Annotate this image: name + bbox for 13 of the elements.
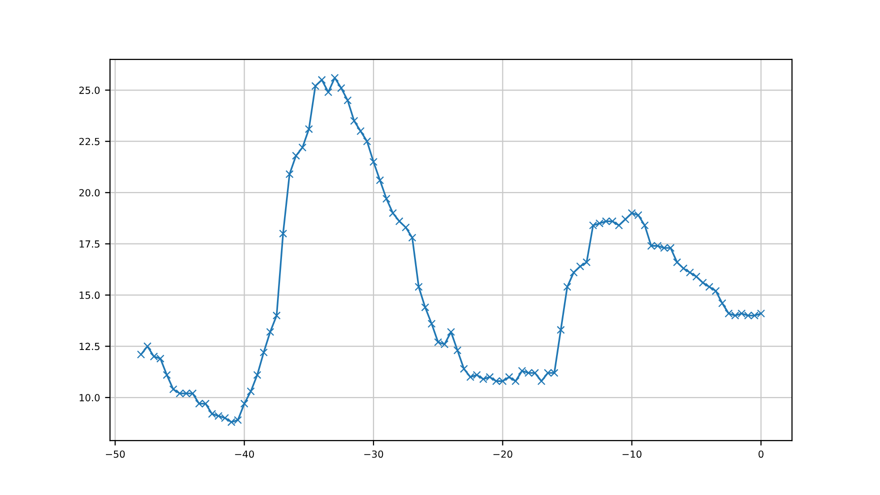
y-tick-label: 15.0: [80, 292, 100, 299]
x-tick-label: −20: [493, 450, 512, 458]
y-tick-label: 10.0: [80, 394, 100, 402]
x-tick-label: −10: [622, 450, 642, 458]
y-tick-label: 25.0: [79, 86, 100, 94]
y-tick-label: 20.0: [79, 189, 100, 196]
y-tick-label: 22.5: [79, 138, 100, 146]
x-tick-label: 0: [758, 450, 764, 458]
y-tick-label: 17.5: [80, 240, 100, 248]
x-tick-label: −40: [235, 450, 254, 458]
x-tick-label: −30: [364, 450, 384, 458]
x-tick-label: −50: [106, 450, 125, 458]
y-tick-label: 12.5: [80, 342, 100, 350]
